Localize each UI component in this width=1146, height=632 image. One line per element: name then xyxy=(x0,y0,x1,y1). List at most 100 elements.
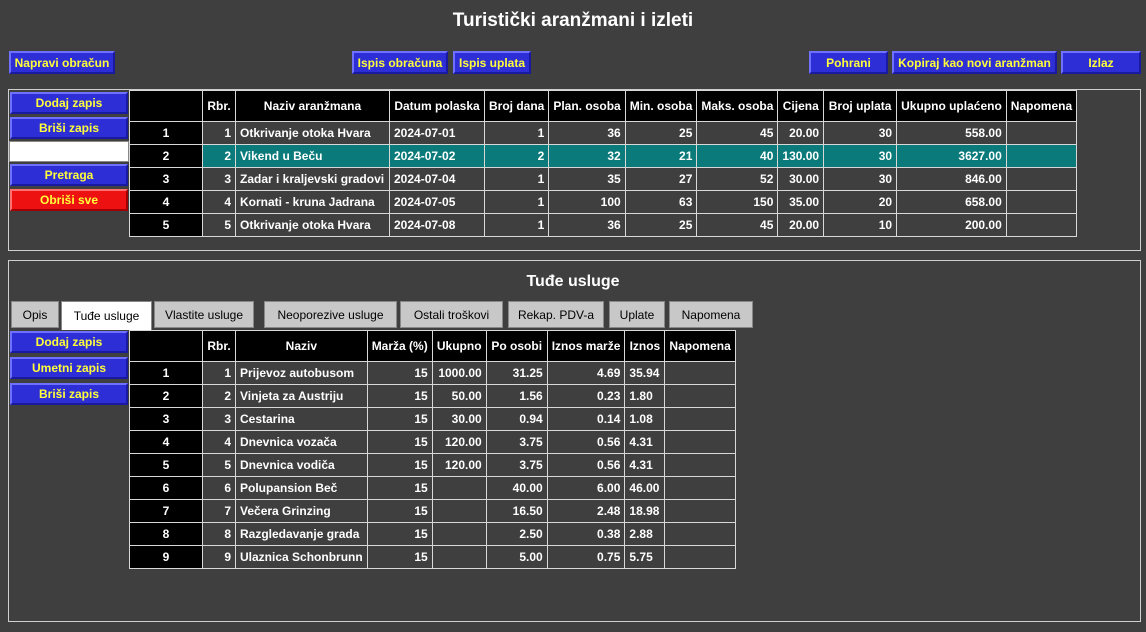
table-cell[interactable]: Otkrivanje otoka Hvara xyxy=(236,122,390,145)
table-cell[interactable]: 15 xyxy=(367,546,433,569)
row-header[interactable]: 4 xyxy=(129,191,203,214)
table-cell[interactable]: 1 xyxy=(485,191,550,214)
table-row[interactable]: 4 4 Kornati - kruna Jadrana 2024-07-05 1 100 6… xyxy=(129,191,1078,214)
table-cell[interactable]: 5.75 xyxy=(625,546,666,569)
table-cell[interactable]: 120.00 xyxy=(432,431,487,454)
tab-4[interactable]: Ostali troškovi xyxy=(400,301,503,328)
table-cell[interactable] xyxy=(665,500,736,523)
table-cell[interactable]: 40.00 xyxy=(486,477,548,500)
table-cell[interactable]: Dnevnica vodiča xyxy=(236,454,368,477)
table-row[interactable]: 2 2 Vinjeta za Austriju 15 50.00 1.56 0.23 1.80 xyxy=(129,385,736,408)
table-cell[interactable]: Polupansion Beč xyxy=(236,477,368,500)
tab-0[interactable]: Opis xyxy=(11,301,59,328)
column-header[interactable]: Plan. osoba xyxy=(549,90,626,122)
table-cell[interactable]: 0.56 xyxy=(547,454,626,477)
row-header[interactable]: 9 xyxy=(129,546,203,569)
row-header[interactable]: 7 xyxy=(129,500,203,523)
table-cell[interactable]: 3 xyxy=(203,168,236,191)
table-cell[interactable] xyxy=(432,523,487,546)
table-cell[interactable] xyxy=(665,385,736,408)
table-row[interactable]: 8 8 Razgledavanje grada 15 2.50 0.38 2.88 xyxy=(129,523,736,546)
table-cell[interactable]: 2024-07-01 xyxy=(390,122,485,145)
table-cell[interactable]: 15 xyxy=(367,362,433,385)
row-header[interactable]: 2 xyxy=(129,385,203,408)
copy-as-new-button[interactable]: Kopiraj kao novi aranžman xyxy=(892,51,1057,74)
table-cell[interactable]: 35 xyxy=(549,168,626,191)
tab-6[interactable]: Uplate xyxy=(609,301,665,328)
table-cell[interactable]: 45 xyxy=(697,214,779,237)
table-cell[interactable]: 40 xyxy=(697,145,779,168)
table-cell[interactable] xyxy=(665,454,736,477)
table-cell[interactable]: 20.00 xyxy=(778,214,825,237)
insert-service-button[interactable]: Umetni zapis xyxy=(10,357,128,379)
column-header[interactable]: Naziv aranžmana xyxy=(236,90,390,122)
table-cell[interactable]: 6.00 xyxy=(547,477,626,500)
table-cell[interactable]: 5.00 xyxy=(486,546,548,569)
column-header[interactable]: Maks. osoba xyxy=(697,90,779,122)
column-header[interactable]: Broj uplata xyxy=(824,90,898,122)
delete-all-button[interactable]: Obriši sve xyxy=(10,189,128,211)
table-cell[interactable]: Dnevnica vozača xyxy=(236,431,368,454)
table-cell[interactable]: 120.00 xyxy=(432,454,487,477)
table-cell[interactable]: 2 xyxy=(203,385,236,408)
table-cell[interactable]: 0.14 xyxy=(547,408,626,431)
add-service-button[interactable]: Dodaj zapis xyxy=(10,331,128,353)
table-cell[interactable]: 100 xyxy=(549,191,626,214)
table-cell[interactable]: Prijevoz autobusom xyxy=(236,362,368,385)
table-cell[interactable]: 15 xyxy=(367,477,433,500)
row-header[interactable]: 1 xyxy=(129,122,203,145)
delete-record-button[interactable]: Briši zapis xyxy=(10,117,128,139)
table-row[interactable]: 1 1 Otkrivanje otoka Hvara 2024-07-01 1 36 25 4… xyxy=(129,122,1078,145)
table-cell[interactable]: 1 xyxy=(485,214,550,237)
table-cell[interactable]: 30 xyxy=(824,168,898,191)
table-cell[interactable]: 1000.00 xyxy=(432,362,487,385)
table-cell[interactable]: 2.48 xyxy=(547,500,626,523)
table-cell[interactable]: Ulaznica Schonbrunn xyxy=(236,546,368,569)
column-header[interactable]: Broj dana xyxy=(485,90,550,122)
column-header[interactable]: Ukupno uplaćeno xyxy=(897,90,1007,122)
row-header[interactable]: 4 xyxy=(129,431,203,454)
column-header[interactable] xyxy=(129,90,203,122)
table-cell[interactable] xyxy=(665,431,736,454)
table-cell[interactable]: 30.00 xyxy=(778,168,825,191)
table-cell[interactable]: 4.69 xyxy=(547,362,626,385)
row-header[interactable]: 8 xyxy=(129,523,203,546)
column-header[interactable]: Napomena xyxy=(1006,90,1078,122)
table-cell[interactable] xyxy=(665,362,736,385)
table-cell[interactable]: 1.08 xyxy=(625,408,666,431)
table-cell[interactable] xyxy=(665,477,736,500)
table-cell[interactable]: 15 xyxy=(367,408,433,431)
row-header[interactable]: 5 xyxy=(129,214,203,237)
table-cell[interactable]: 36 xyxy=(549,214,626,237)
delete-service-button[interactable]: Briši zapis xyxy=(10,383,128,405)
print-calc-button[interactable]: Ispis obračuna xyxy=(352,51,448,74)
table-cell[interactable]: 9 xyxy=(203,546,236,569)
table-cell[interactable]: 21 xyxy=(625,145,698,168)
table-cell[interactable]: 63 xyxy=(625,191,698,214)
table-cell[interactable]: 46.00 xyxy=(625,477,666,500)
table-cell[interactable]: 4.31 xyxy=(625,431,666,454)
table-cell[interactable]: 18.98 xyxy=(625,500,666,523)
column-header[interactable]: Cijena xyxy=(778,90,825,122)
table-cell[interactable] xyxy=(1006,145,1078,168)
table-cell[interactable]: 200.00 xyxy=(897,214,1007,237)
table-cell[interactable]: 658.00 xyxy=(897,191,1007,214)
table-cell[interactable] xyxy=(432,546,487,569)
table-cell[interactable]: Vikend u Beču xyxy=(236,145,390,168)
column-header[interactable]: Datum polaska xyxy=(390,90,485,122)
search-input[interactable] xyxy=(9,141,129,162)
table-row[interactable]: 3 3 Zadar i kraljevski gradovi 2024-07-04 1 3… xyxy=(129,168,1078,191)
table-cell[interactable]: 16.50 xyxy=(486,500,548,523)
table-cell[interactable]: 31.25 xyxy=(486,362,548,385)
table-cell[interactable]: 20 xyxy=(824,191,898,214)
make-calc-button[interactable]: Napravi obračun xyxy=(9,51,115,74)
row-header[interactable]: 3 xyxy=(129,168,203,191)
table-cell[interactable]: 558.00 xyxy=(897,122,1007,145)
table-cell[interactable] xyxy=(1006,168,1078,191)
table-cell[interactable] xyxy=(665,523,736,546)
tab-5[interactable]: Rekap. PDV-a xyxy=(508,301,604,328)
column-header[interactable]: Ukupno xyxy=(432,330,487,362)
print-payments-button[interactable]: Ispis uplata xyxy=(453,51,531,74)
table-cell[interactable]: 35.94 xyxy=(625,362,666,385)
table-cell[interactable] xyxy=(1006,191,1078,214)
